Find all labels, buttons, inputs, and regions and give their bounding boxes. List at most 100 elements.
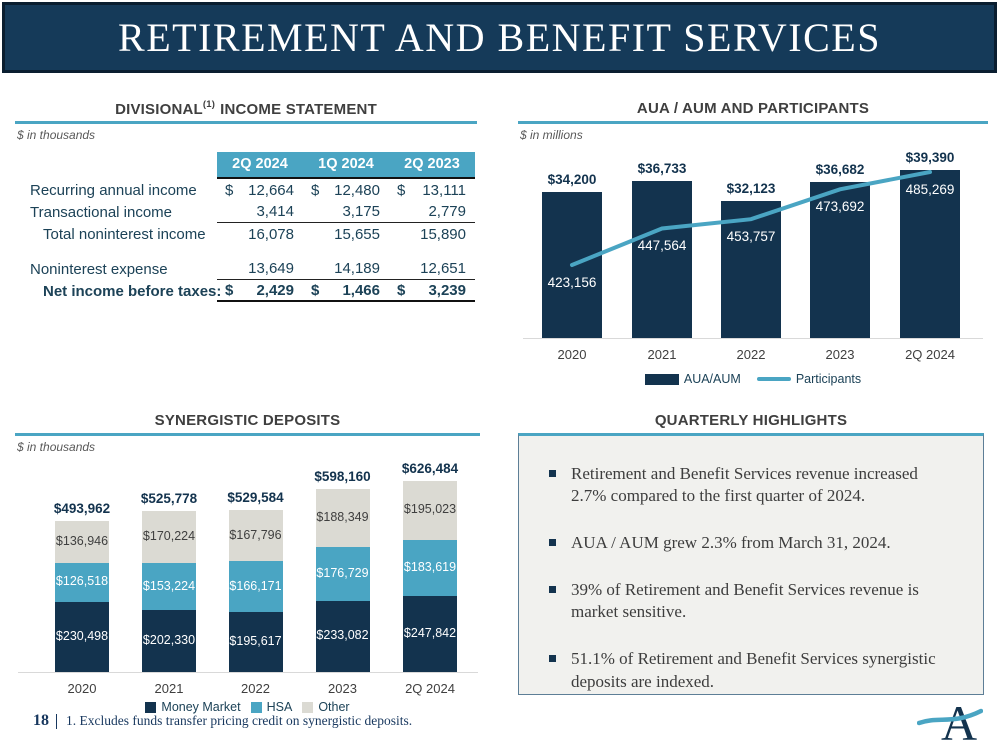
cell-value: 3,414 xyxy=(256,203,294,220)
income-table-row: Net income before taxes: $2,429 $1,466 $3,2… xyxy=(15,280,477,302)
deposits-segment-value-label: $167,796 xyxy=(229,527,282,542)
income-cell: 15,655 xyxy=(303,223,389,245)
deposits-segment-value-label: $247,842 xyxy=(403,626,457,641)
participants-legend-swatch xyxy=(756,377,791,381)
legend-swatch-gray xyxy=(302,701,314,713)
legend-item-teal: HSA xyxy=(250,700,293,714)
footnote-marker: (1) xyxy=(202,99,216,110)
legend-label: AUA/AUM xyxy=(683,372,741,386)
legend-item-participants: Participants xyxy=(756,372,862,386)
x-axis-label: 2021 xyxy=(647,347,677,362)
income-table-header-row: 2Q 2024 1Q 2024 2Q 2023 xyxy=(15,152,477,179)
deposits-chart-legend: Money Market HSA Other xyxy=(15,700,480,714)
deposits-segment-navy xyxy=(403,596,457,672)
x-axis-label: 2022 xyxy=(241,681,270,696)
deposits-segment-gray xyxy=(142,511,196,564)
legend-item-aua-aum: AUA/AUM xyxy=(644,372,741,386)
income-cell: $12,664 xyxy=(217,179,303,201)
cell-value: 1,466 xyxy=(342,281,380,299)
income-statement-table: 2Q 2024 1Q 2024 2Q 2023 Recurring annual in… xyxy=(15,152,477,302)
x-axis-line xyxy=(18,672,478,673)
x-axis-label: 2023 xyxy=(328,681,357,696)
aua-aum-title: AUA / AUM AND PARTICIPANTS xyxy=(636,100,870,117)
slide-title-banner: RETIREMENT AND BENEFIT SERVICES xyxy=(2,2,997,73)
highlight-bullet-item: 51.1% of Retirement and Benefit Services… xyxy=(549,648,957,692)
deposits-segment-value-label: $188,349 xyxy=(316,509,369,524)
income-cell: $3,239 xyxy=(389,280,475,302)
income-cell: 16,078 xyxy=(217,223,303,245)
income-cell: 2,779 xyxy=(389,201,475,223)
bullet-square-icon xyxy=(549,655,556,663)
cell-value: 15,890 xyxy=(420,225,466,243)
deposits-segment-gray xyxy=(403,480,457,541)
income-cell: $1,466 xyxy=(303,280,389,302)
deposits-segment-navy xyxy=(55,601,109,672)
company-logo: A xyxy=(917,695,983,748)
deposits-segment-gray xyxy=(55,521,109,563)
income-units-label: $ in thousands xyxy=(17,128,96,142)
income-column-header: 2Q 2024 xyxy=(217,152,303,179)
footer: 18 1. Excludes funds transfer pricing cr… xyxy=(33,712,412,730)
income-table-row: Recurring annual income $12,664 $12,480 $13… xyxy=(15,179,477,201)
cell-value: 13,649 xyxy=(248,260,294,277)
deposits-segment-navy xyxy=(228,612,283,672)
highlight-text: 39% of Retirement and Benefit Services r… xyxy=(571,580,919,622)
section-title-rule xyxy=(518,121,988,124)
x-axis-label: 2022 xyxy=(736,347,766,362)
quarterly-highlights-section: QUARTERLY HIGHLIGHTS Retirement and Bene… xyxy=(518,412,984,697)
deposits-segment-value-label: $195,023 xyxy=(403,502,457,517)
deposits-bar-total-label: $598,160 xyxy=(314,469,371,485)
aua-bar xyxy=(721,200,781,338)
income-cell: $13,111 xyxy=(389,179,475,201)
deposits-segment-value-label: $176,729 xyxy=(316,565,369,580)
income-title-main: DIVISIONAL xyxy=(115,101,203,118)
deposits-segment-value-label: $153,224 xyxy=(142,578,196,593)
bullet-square-icon xyxy=(549,470,556,477)
deposits-segment-gray xyxy=(315,489,370,547)
aua-chart-legend: AUA/AUM Participants xyxy=(518,372,988,386)
income-statement-title: DIVISIONAL(1) INCOME STATEMENT xyxy=(15,99,477,118)
deposits-segment-teal xyxy=(403,540,457,597)
deposits-segment-navy xyxy=(315,600,370,672)
bullet-square-icon xyxy=(549,539,556,547)
deposits-segment-value-label: $166,171 xyxy=(229,578,282,593)
aua-bar-value-label: $34,200 xyxy=(547,172,597,188)
deposits-segment-value-label: $170,224 xyxy=(142,529,196,544)
participants-value-label: 423,156 xyxy=(547,275,597,290)
aua-bar-value-label: $39,390 xyxy=(905,150,955,165)
cell-value: 3,175 xyxy=(342,203,380,220)
income-title-rest: INCOME STATEMENT xyxy=(220,101,377,118)
deposits-segment-value-label: $230,498 xyxy=(55,628,109,643)
deposits-segment-value-label: $126,518 xyxy=(55,574,109,589)
highlight-text: 51.1% of Retirement and Benefit Services… xyxy=(571,649,936,691)
income-cell: 14,189 xyxy=(303,258,389,280)
deposits-segment-value-label: $195,617 xyxy=(229,634,282,649)
dollar-sign: $ xyxy=(225,281,234,299)
x-axis-label: 2020 xyxy=(67,681,97,696)
legend-label: HSA xyxy=(266,700,293,714)
dollar-sign: $ xyxy=(311,181,320,199)
section-title-rule xyxy=(15,121,477,124)
deposits-bar-total-label: $493,962 xyxy=(53,501,111,516)
legend-item-gray: Other xyxy=(302,700,350,714)
cell-value: 12,651 xyxy=(420,260,466,277)
synergistic-deposits-chart: $230,498 $126,518 $136,946 $493,962 2020 $202… xyxy=(15,460,480,722)
cell-value: 3,239 xyxy=(428,281,466,299)
x-axis-label: 2021 xyxy=(154,681,184,696)
cell-value: 14,189 xyxy=(334,260,380,277)
income-row-label: Transactional income xyxy=(30,203,173,221)
income-cell: 15,890 xyxy=(389,223,475,245)
legend-label: Participants xyxy=(795,372,862,386)
aua-bar-value-label: $32,123 xyxy=(726,180,776,196)
income-cell: 3,414 xyxy=(217,201,303,223)
income-cell: 3,175 xyxy=(303,201,389,223)
deposits-segment-value-label: $233,082 xyxy=(316,628,369,643)
highlight-text: AUA / AUM grew 2.3% from March 31, 2024. xyxy=(571,533,891,553)
footer-divider xyxy=(56,713,57,729)
aua-aum-section: AUA / AUM AND PARTICIPANTS $ in millions… xyxy=(518,100,988,400)
aua-bar xyxy=(632,181,692,338)
cell-value: 12,664 xyxy=(248,181,294,199)
income-cell: $12,480 xyxy=(303,179,389,201)
income-column-header: 1Q 2024 xyxy=(303,152,389,179)
income-table-row: Noninterest expense 13,649 14,189 12,651 xyxy=(15,258,477,280)
